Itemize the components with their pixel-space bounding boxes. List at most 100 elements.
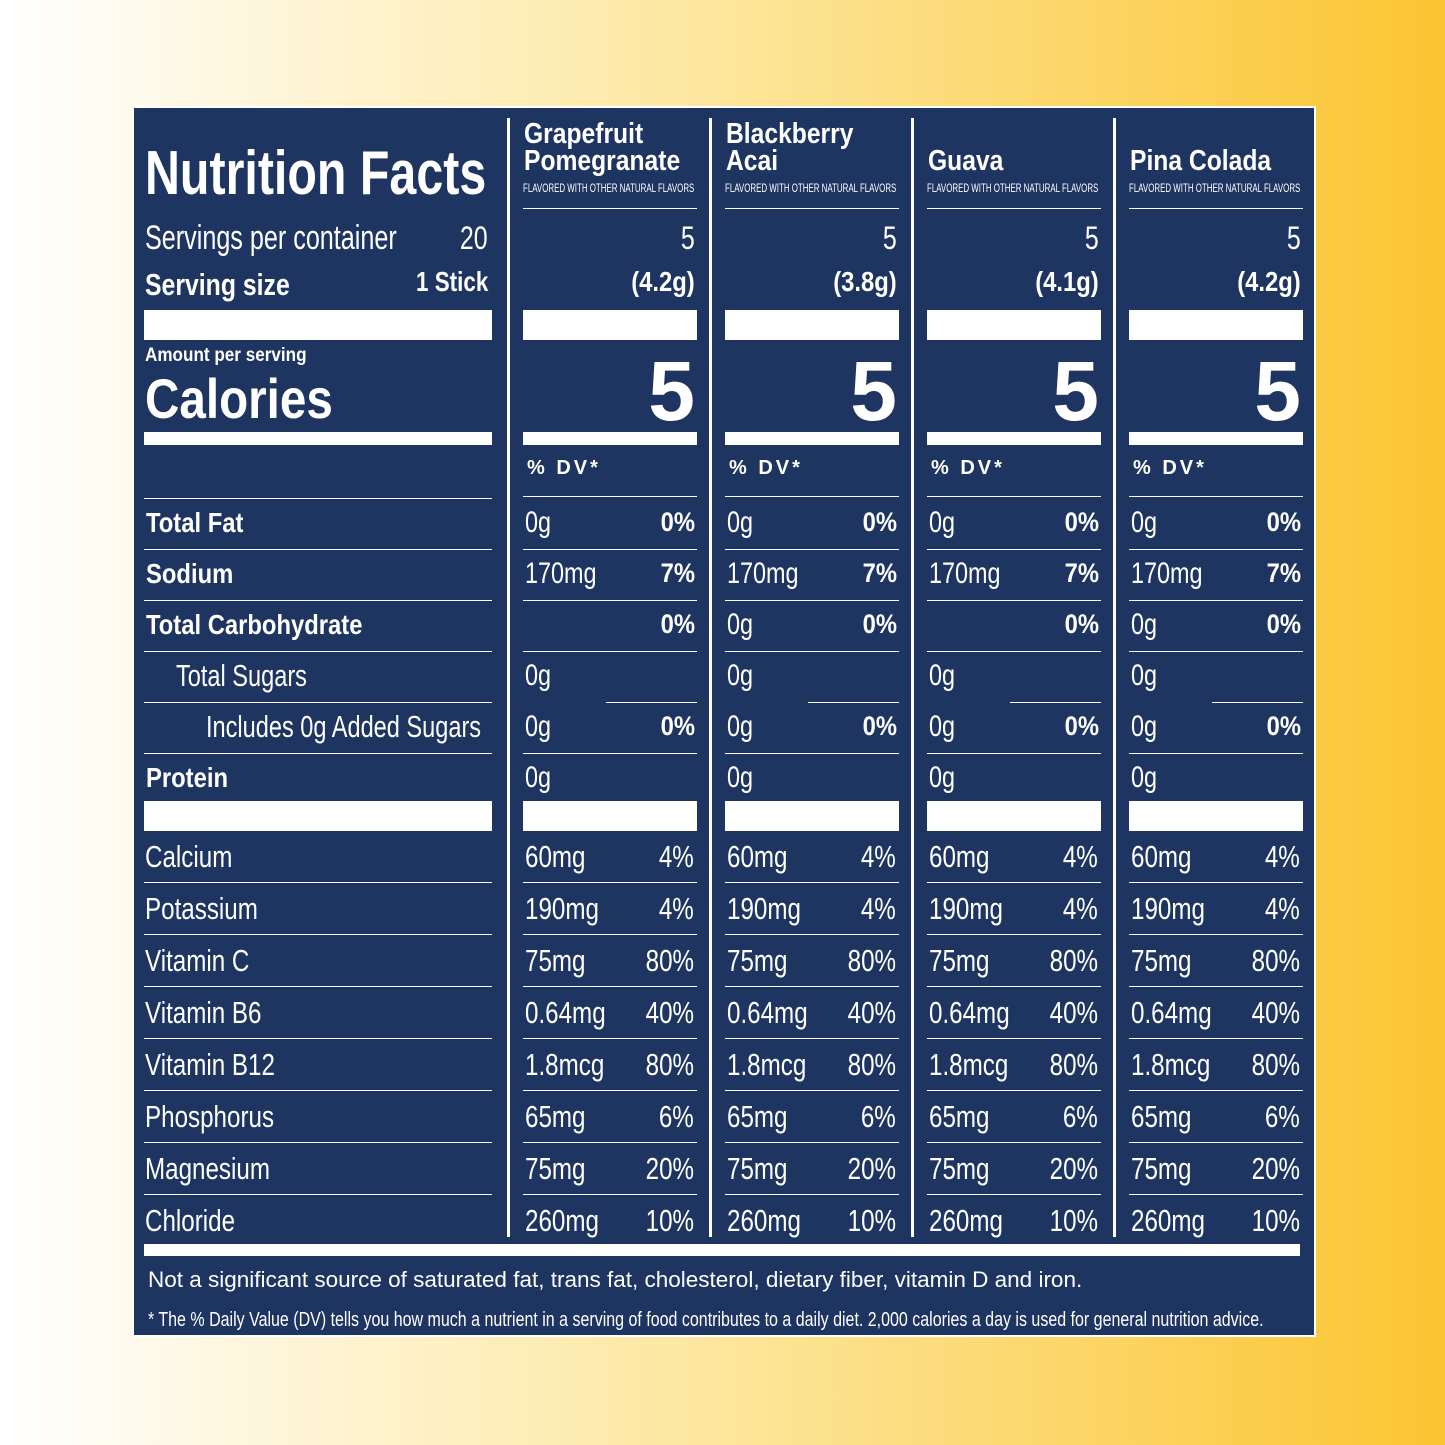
medium-bar: [725, 432, 899, 445]
rule: [927, 1090, 1101, 1091]
rule: [927, 753, 1101, 754]
rule: [523, 600, 697, 601]
amount-per-serving: Amount per serving: [145, 344, 307, 366]
rule: [725, 496, 899, 497]
rule: [1129, 600, 1303, 601]
nutrient-amount: 0g: [525, 760, 552, 794]
vitamin-amount: 190mg: [929, 890, 1003, 926]
nutrient-dv: 0%: [1266, 711, 1301, 742]
vitamin-amount: 0.64mg: [1131, 994, 1212, 1030]
vitamin-amount: 190mg: [727, 890, 801, 926]
vitamin-amount: 75mg: [929, 1150, 990, 1186]
vitamin-dv: 4%: [659, 838, 694, 874]
rule: [927, 651, 1101, 652]
rule: [725, 753, 899, 754]
rule: [1129, 208, 1303, 209]
dv-header: % DV*: [527, 457, 601, 479]
nutrient-amount: 0g: [727, 658, 754, 692]
nutrient-dv: 0%: [1266, 609, 1301, 640]
vitamin-dv: 20%: [645, 1150, 694, 1186]
rule: [1212, 702, 1303, 703]
vitamin-name: Calcium: [145, 838, 233, 874]
servings-value: 5: [1287, 220, 1301, 257]
nutrient-dv: 0%: [1064, 609, 1099, 640]
vitamin-dv: 80%: [645, 1046, 694, 1082]
calories-value: 5: [850, 343, 897, 438]
thick-bar: [144, 310, 492, 340]
vitamin-dv: 80%: [847, 1046, 896, 1082]
rule: [927, 600, 1101, 601]
nutrient-name: Protein: [146, 761, 228, 793]
vitamin-dv: 4%: [1063, 838, 1098, 874]
vitamin-dv: 40%: [1251, 994, 1300, 1030]
flavor-name: Pina Colada: [1130, 145, 1272, 178]
nutrient-amount: 0g: [1131, 709, 1158, 743]
vitamin-amount: 0.64mg: [929, 994, 1010, 1030]
rule: [725, 600, 899, 601]
vitamin-amount: 75mg: [525, 942, 586, 978]
nutrient-amount: 0g: [929, 505, 956, 539]
vitamin-dv: 20%: [1251, 1150, 1300, 1186]
vitamin-name: Vitamin C: [145, 942, 250, 978]
calories-label: Calories: [145, 367, 333, 431]
dv-header: % DV*: [931, 457, 1005, 479]
serving-size-value: (4.2g): [631, 265, 695, 297]
nutrient-amount: 0g: [727, 760, 754, 794]
vitamin-name: Vitamin B12: [145, 1046, 275, 1082]
flavor-note: FLAVORED WITH OTHER NATURAL FLAVORS: [523, 181, 695, 196]
serving-size-value: 1 Stick: [415, 265, 488, 297]
nutrient-amount: 0g: [727, 709, 754, 743]
rule: [725, 549, 899, 550]
thick-bar: [725, 801, 899, 831]
rule: [523, 1194, 697, 1195]
rule: [523, 934, 697, 935]
nutrient-amount: 0g: [727, 505, 754, 539]
dv-header: % DV*: [1133, 457, 1207, 479]
servings-value: 5: [681, 220, 695, 257]
rule: [144, 882, 492, 883]
vitamin-dv: 4%: [1265, 838, 1300, 874]
nutrient-amount: 0g: [1131, 658, 1158, 692]
nutrient-dv: 0%: [1266, 507, 1301, 538]
servings-value: 20: [460, 220, 488, 257]
thick-bar: [927, 801, 1101, 831]
rule: [144, 986, 492, 987]
nutrient-amount: 170mg: [929, 556, 1001, 590]
servings-label: Servings per container: [145, 219, 397, 258]
nutrient-name: Total Fat: [146, 506, 244, 538]
column-separator: [1113, 118, 1116, 1237]
nutrient-dv: 0%: [1064, 711, 1099, 742]
vitamin-dv: 10%: [1251, 1202, 1300, 1238]
rule: [523, 496, 697, 497]
vitamin-dv: 80%: [1251, 1046, 1300, 1082]
vitamin-dv: 4%: [1265, 890, 1300, 926]
vitamin-amount: 1.8mcg: [727, 1046, 807, 1082]
rule: [927, 496, 1101, 497]
serving-size-value: (4.1g): [1035, 265, 1099, 297]
serving-size-value: (3.8g): [833, 265, 897, 297]
vitamin-dv: 40%: [645, 994, 694, 1030]
vitamin-amount: 75mg: [1131, 1150, 1192, 1186]
serving-size-label: Serving size: [145, 266, 290, 302]
vitamin-dv: 6%: [659, 1098, 694, 1134]
nutrient-dv: 7%: [862, 558, 897, 589]
column-separator: [911, 118, 914, 1237]
thick-bar: [1129, 310, 1303, 340]
nutrient-dv: 7%: [1064, 558, 1099, 589]
medium-bar: [144, 1244, 1300, 1256]
nutrient-amount: 0g: [1131, 607, 1158, 641]
rule: [1129, 1194, 1303, 1195]
rule: [927, 1194, 1101, 1195]
thick-bar: [1129, 801, 1303, 831]
rule: [1129, 651, 1303, 652]
rule: [725, 651, 899, 652]
vitamin-dv: 80%: [1251, 942, 1300, 978]
serving-size-value: (4.2g): [1237, 265, 1301, 297]
nutrient-amount: 0g: [525, 658, 552, 692]
vitamin-name: Phosphorus: [145, 1098, 275, 1134]
rule: [144, 753, 492, 754]
vitamin-amount: 1.8mcg: [1131, 1046, 1211, 1082]
thick-bar: [144, 801, 492, 831]
rule: [725, 1194, 899, 1195]
